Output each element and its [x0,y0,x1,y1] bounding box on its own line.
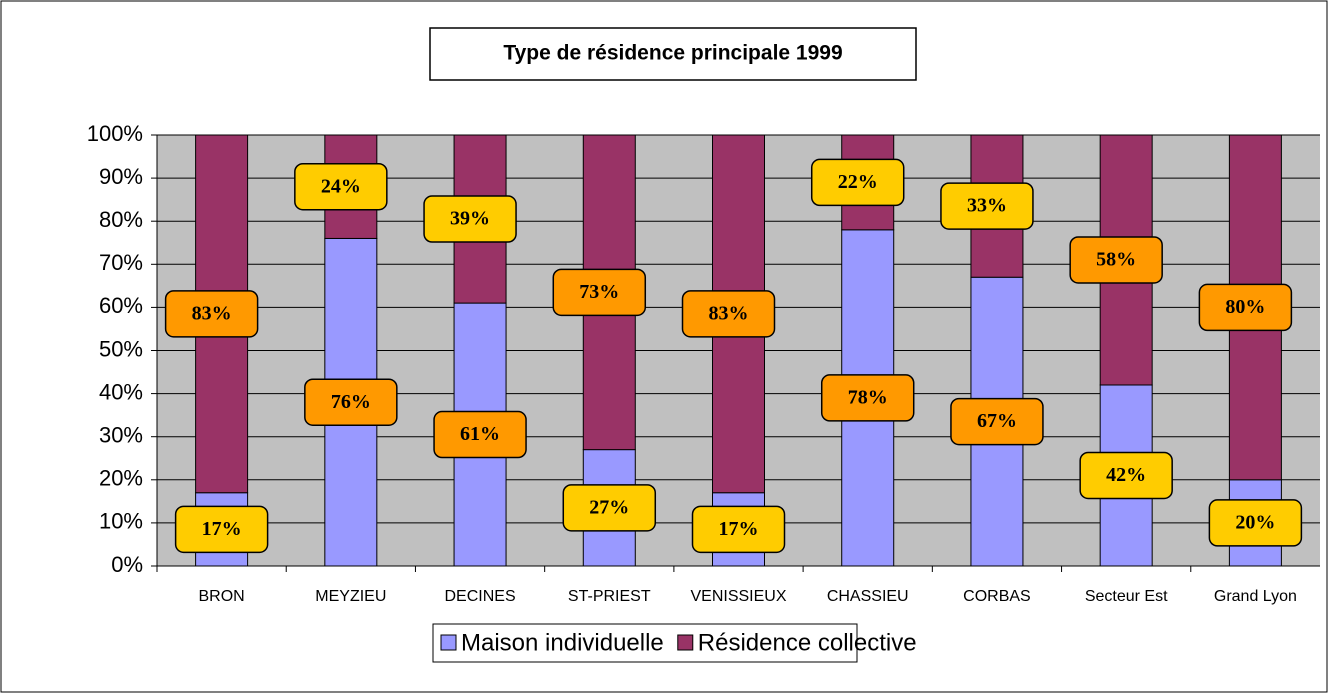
data-label: 83% [709,302,749,324]
data-label: 78% [848,387,888,409]
data-label-box [164,290,259,338]
data-label-box [820,374,915,422]
data-label-box [681,290,776,338]
y-tick-label: 100% [87,121,143,146]
data-label: 67% [977,410,1017,432]
legend-label: Résidence collective [698,629,917,656]
data-label-box [1079,451,1173,500]
data-label: 42% [1106,464,1146,486]
data-label-box [1198,283,1293,332]
y-tick-label: 10% [99,509,143,534]
y-tick-label: 90% [99,164,143,189]
x-tick-label: CORBAS [963,588,1031,605]
data-label: 83% [192,302,232,324]
data-label-box [433,410,527,459]
x-tick-label: Secteur Est [1085,588,1168,605]
data-label: 17% [719,518,759,540]
legend-box [432,623,858,663]
data-label: 24% [321,175,361,197]
x-tick-label: ST-PRIEST [568,588,651,605]
y-tick-label: 40% [99,379,143,404]
data-label: 39% [450,208,490,230]
data-label-box [304,378,398,426]
data-label: 27% [589,496,629,518]
data-label: 76% [331,391,371,413]
y-tick-label: 30% [99,423,143,448]
x-tick-label: DECINES [444,588,515,605]
data-label-box [423,195,517,243]
data-label-box [294,162,388,211]
y-tick-label: 0% [111,552,143,577]
data-label-box [562,484,657,532]
x-tick-label: BRON [198,588,244,605]
data-label: 73% [579,281,619,303]
data-label: 61% [460,423,500,445]
chart-title: Type de résidence principale 1999 [503,42,842,65]
data-label: 17% [202,518,242,540]
legend-swatch [440,634,457,651]
data-label-box [174,505,269,554]
data-label-box [1069,236,1163,284]
data-label: 33% [967,195,1007,217]
data-label-box [940,182,1034,230]
x-tick-label: Grand Lyon [1214,588,1297,605]
y-tick-label: 50% [99,336,143,361]
y-tick-label: 20% [99,466,143,491]
title-box [429,27,917,81]
data-label: 80% [1225,296,1265,318]
data-label-box [810,158,905,207]
x-tick-label: CHASSIEU [827,588,909,605]
y-tick-label: 60% [99,293,143,318]
data-label-box [691,505,786,554]
data-label-box [552,268,647,317]
data-label: 58% [1096,249,1136,271]
data-label-box [950,397,1044,446]
data-label: 22% [838,171,878,193]
y-tick-label: 80% [99,207,143,232]
legend-swatch [677,634,694,651]
legend-label: Maison individuelle [461,629,664,656]
x-tick-label: MEYZIEU [315,588,386,605]
data-label: 20% [1235,511,1275,533]
data-label-box [1208,499,1303,547]
x-tick-label: VENISSIEUX [690,588,786,605]
y-tick-label: 70% [99,250,143,275]
